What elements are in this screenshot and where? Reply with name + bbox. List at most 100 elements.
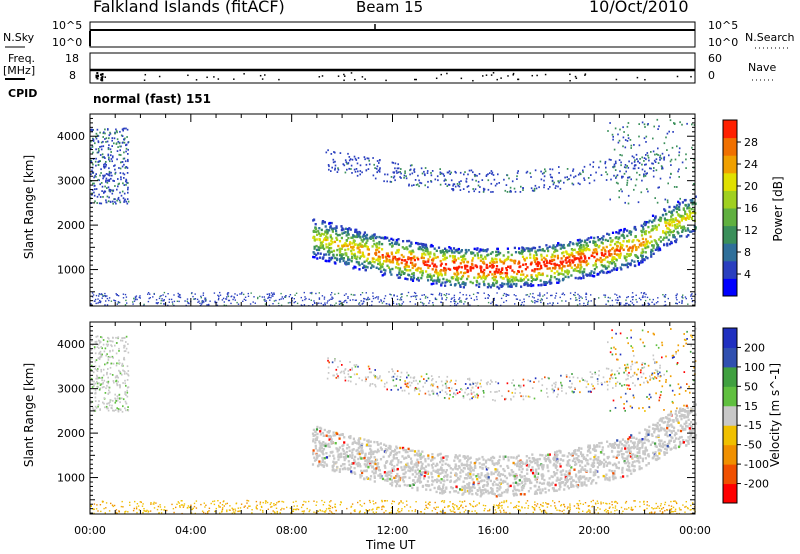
data-cell (199, 302, 201, 304)
data-cell (342, 253, 345, 256)
data-cell (582, 169, 584, 172)
data-cell (122, 129, 124, 132)
data-cell (340, 452, 343, 455)
data-cell (557, 281, 560, 284)
data-cell (633, 161, 636, 163)
data-cell (623, 304, 625, 306)
data-cell (326, 430, 329, 434)
data-cell (125, 179, 128, 182)
data-cell (424, 244, 427, 247)
data-cell (651, 214, 655, 217)
data-cell (439, 292, 441, 294)
data-cell (664, 447, 667, 450)
data-cell (613, 163, 616, 166)
data-cell (363, 297, 365, 300)
data-cell (119, 130, 121, 133)
data-cell (393, 171, 395, 174)
data-cell (349, 435, 352, 438)
data-cell (577, 253, 580, 256)
data-cell (646, 152, 649, 154)
data-cell (400, 461, 403, 464)
data-cell (634, 159, 636, 162)
data-cell (418, 477, 421, 480)
data-cell (479, 266, 482, 270)
data-cell (559, 465, 562, 468)
data-cell (405, 261, 408, 264)
data-cell (442, 258, 445, 261)
data-cell (503, 301, 505, 303)
data-cell (432, 462, 435, 465)
data-cell (517, 262, 520, 265)
data-cell (329, 258, 333, 261)
data-cell (487, 173, 489, 176)
data-cell (414, 263, 417, 266)
data-cell (423, 294, 425, 296)
data-cell (395, 242, 398, 246)
data-cell (520, 185, 522, 188)
data-cell (438, 278, 441, 282)
data-cell (622, 475, 625, 478)
data-cell (111, 160, 113, 163)
data-cell (615, 236, 618, 239)
data-cell (126, 136, 128, 138)
data-cell (643, 441, 646, 444)
data-cell (506, 482, 509, 486)
data-cell (103, 191, 105, 193)
data-cell (486, 482, 489, 486)
data-cell (602, 254, 605, 257)
data-cell (689, 199, 692, 202)
data-cell (593, 271, 596, 274)
data-cell (381, 248, 384, 251)
data-cell (295, 292, 298, 294)
data-cell (662, 231, 665, 234)
data-cell (364, 234, 367, 238)
data-cell (399, 299, 401, 301)
data-cell (643, 175, 645, 178)
data-cell (598, 244, 601, 248)
data-cell (383, 297, 386, 300)
data-cell (627, 194, 630, 197)
data-cell (376, 441, 379, 444)
data-cell (334, 164, 337, 167)
data-cell (588, 256, 591, 260)
data-cell (119, 167, 122, 170)
data-cell (427, 186, 429, 189)
data-cell (562, 254, 565, 258)
data-cell (560, 257, 563, 260)
data-cell (635, 153, 638, 156)
data-cell (545, 254, 549, 257)
data-cell (571, 261, 574, 264)
data-cell (675, 302, 677, 304)
data-cell (118, 167, 120, 169)
data-cell (643, 453, 646, 456)
data-cell (553, 181, 555, 184)
data-cell (424, 465, 428, 468)
data-cell (472, 481, 475, 484)
data-cell (245, 299, 247, 301)
data-cell (626, 229, 629, 232)
data-cell (115, 130, 118, 132)
data-cell (103, 131, 105, 134)
data-cell (417, 276, 420, 280)
data-cell (101, 297, 103, 299)
data-cell (552, 457, 555, 460)
data-cell (346, 162, 348, 165)
data-cell (574, 473, 578, 476)
data-cell (357, 457, 360, 461)
data-cell (350, 164, 353, 167)
data-cell (116, 303, 118, 305)
data-cell (543, 179, 545, 182)
data-cell (664, 221, 667, 224)
data-cell (626, 302, 628, 305)
data-cell (629, 263, 632, 267)
data-cell (622, 145, 624, 148)
data-cell (515, 278, 519, 282)
data-cell (411, 272, 414, 276)
data-cell (583, 177, 585, 180)
data-cell (455, 171, 457, 174)
data-cell (334, 151, 336, 154)
data-cell (645, 158, 647, 161)
data-cell (536, 267, 539, 271)
data-cell (644, 243, 647, 246)
data-cell (564, 176, 566, 179)
